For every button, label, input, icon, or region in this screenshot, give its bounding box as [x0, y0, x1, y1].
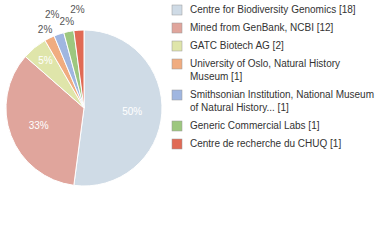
legend-label: Generic Commercial Labs [1]	[190, 120, 320, 131]
legend-label-line: Smithsonian Institution, National Museum	[190, 89, 374, 100]
data-label: 2%	[70, 4, 85, 15]
legend-label: GATC Biotech AG [2]	[190, 40, 284, 51]
data-label: 2%	[60, 16, 75, 27]
pie-slice	[64, 31, 84, 108]
legend-label-line: Generic Commercial Labs [1]	[190, 120, 320, 131]
legend-swatch	[172, 139, 182, 149]
legend-swatch	[172, 41, 182, 51]
legend-swatch	[172, 90, 182, 100]
data-label: 2%	[45, 9, 60, 20]
legend-label-line: Museum [1]	[190, 71, 242, 82]
legend-swatch	[172, 121, 182, 131]
legend-label-line: Centre for Biodiversity Genomics [18]	[190, 4, 356, 15]
data-label: 2%	[38, 24, 53, 35]
legend-label: Centre for Biodiversity Genomics [18]	[190, 4, 356, 15]
legend-label: Smithsonian Institution, National Museum…	[190, 89, 374, 113]
legend-label-line: GATC Biotech AG [2]	[190, 40, 284, 51]
legend-label: Centre de recherche du CHUQ [1]	[190, 138, 341, 149]
pie-slice	[74, 30, 162, 186]
legend-label: University of Oslo, Natural History Museu…	[190, 58, 340, 82]
legend-swatch	[172, 5, 182, 15]
pie-slice	[74, 30, 84, 108]
data-label: 50%	[122, 106, 142, 117]
legend-label-line: Centre de recherche du CHUQ [1]	[190, 138, 341, 149]
legend: Centre for Biodiversity Genomics [18] Min…	[172, 4, 374, 149]
chart: 50%33%5%2%2%2%2%Centre for Biodiversity …	[0, 0, 380, 240]
data-label: 33%	[29, 120, 49, 131]
data-label: 5%	[38, 55, 53, 66]
legend-label-line: University of Oslo, Natural History	[190, 58, 340, 69]
pie	[6, 30, 162, 186]
legend-label-line: of Natural History... [1]	[190, 102, 289, 113]
legend-label-line: Mined from GenBank, NCBI [12]	[190, 22, 334, 33]
legend-swatch	[172, 23, 182, 33]
legend-swatch	[172, 59, 182, 69]
legend-label: Mined from GenBank, NCBI [12]	[190, 22, 334, 33]
data-labels: 50%33%5%2%2%2%2%	[29, 4, 143, 131]
